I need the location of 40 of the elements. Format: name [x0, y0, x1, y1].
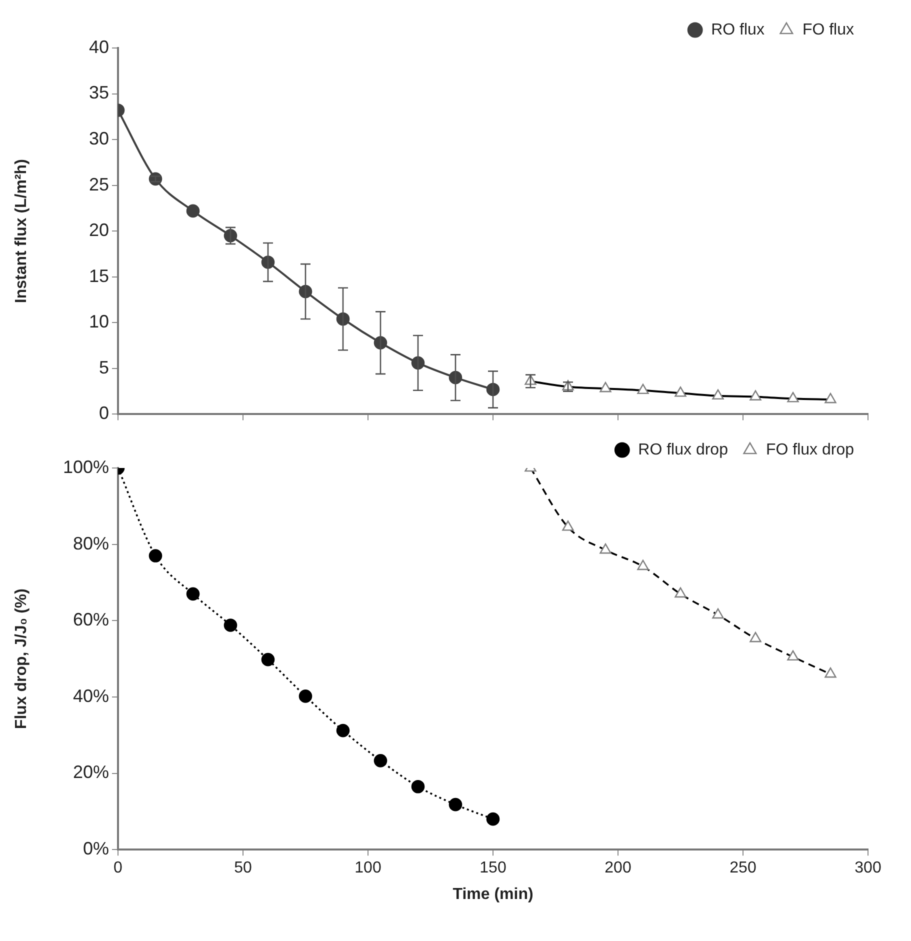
- x-tick-label: 250: [730, 860, 756, 877]
- y-tick-label: 0: [98, 403, 109, 424]
- y-tick-label: 60%: [72, 610, 109, 630]
- point: [224, 618, 238, 632]
- legend-label: FO flux drop: [766, 441, 854, 458]
- y-tick-label: 5: [98, 357, 109, 378]
- point: [411, 780, 425, 794]
- y-axis-title: Instant flux (L/m²h): [13, 159, 30, 304]
- legend-label: RO flux drop: [638, 441, 728, 458]
- y-tick-label: 20%: [72, 762, 109, 782]
- x-tick-label: 0: [114, 860, 123, 877]
- legend-label: FO flux: [802, 21, 854, 38]
- x-tick-label: 300: [854, 860, 882, 877]
- y-tick-label: 35: [88, 82, 109, 103]
- y-axis-title: Flux drop, J/J₀ (%): [13, 588, 30, 730]
- point: [336, 724, 350, 738]
- legend-label: RO flux: [711, 21, 764, 38]
- point: [374, 754, 388, 768]
- point: [486, 812, 500, 826]
- y-tick-label: 40%: [72, 686, 109, 706]
- point: [298, 690, 312, 703]
- x-tick-label: 150: [480, 860, 506, 877]
- y-tick-label: 20: [88, 220, 109, 240]
- x-axis-title: Time (min): [452, 886, 534, 903]
- y-tick-label: 30: [88, 128, 109, 149]
- y-tick-label: 15: [88, 266, 109, 286]
- y-tick-label: 80%: [72, 533, 109, 554]
- x-tick-label: 100: [354, 860, 382, 877]
- point: [186, 587, 200, 601]
- point: [186, 204, 200, 218]
- y-tick-label: 10: [88, 312, 109, 332]
- point: [448, 798, 462, 812]
- y-tick-label: 0%: [82, 838, 109, 859]
- point: [261, 652, 275, 666]
- y-tick-label: 40: [88, 36, 109, 57]
- point: [148, 549, 162, 562]
- x-tick-label: 200: [604, 860, 632, 877]
- y-tick-label: 100%: [62, 456, 109, 477]
- y-tick-label: 25: [88, 174, 109, 194]
- x-tick-label: 50: [234, 860, 252, 877]
